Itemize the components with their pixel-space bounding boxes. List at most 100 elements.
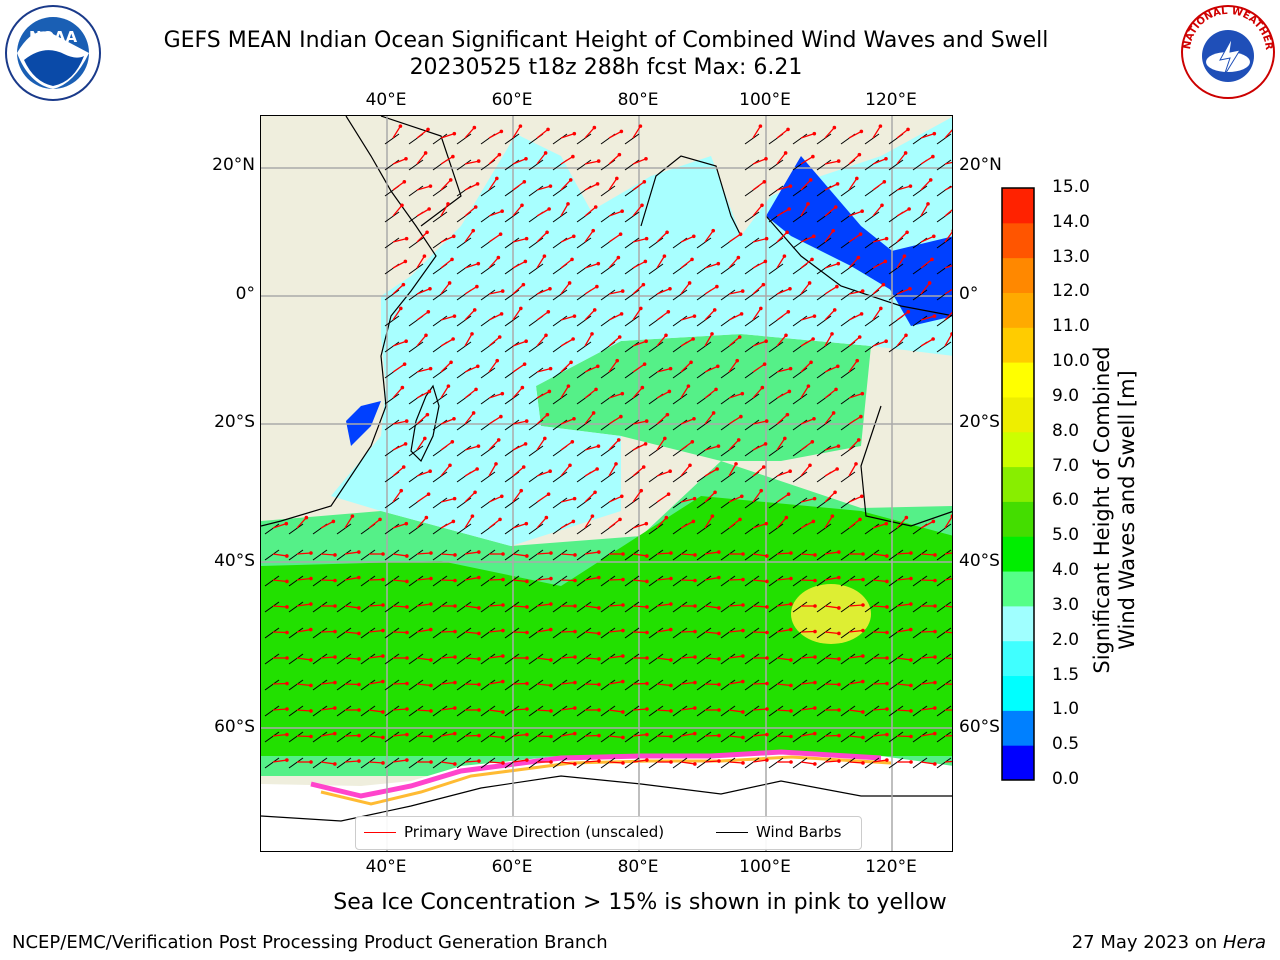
wind-barb: [720, 627, 736, 639]
wave-direction-arrow: [512, 260, 526, 269]
wind-barb: [888, 185, 904, 197]
wave-direction-arrow: [776, 603, 791, 607]
wave-arrow-head: [451, 154, 455, 159]
wave-arrow-head: [571, 519, 576, 524]
wave-peak-zone: [791, 584, 871, 644]
wind-barb: [576, 653, 592, 665]
wave-direction-arrow: [824, 657, 840, 660]
wind-barb: [384, 289, 400, 301]
wave-direction-arrow: [608, 629, 623, 633]
wave-arrow-head: [904, 515, 909, 520]
wind-barb: [576, 159, 592, 171]
bottom-lon-label: 100°E: [739, 857, 791, 877]
wave-arrow-head: [332, 731, 337, 736]
wind-barb: [600, 549, 616, 561]
wave-arrow-head: [909, 551, 913, 555]
wave-direction-arrow: [440, 385, 449, 399]
wave-direction-arrow: [608, 257, 619, 269]
wind-barb: [720, 653, 736, 665]
wave-arrow-head: [759, 488, 764, 493]
colorbar-tick-label: 13.0: [1052, 246, 1090, 267]
wave-arrow-head: [716, 444, 721, 448]
wave-arrow-head: [424, 515, 429, 520]
wave-direction-arrow: [608, 360, 618, 373]
wave-arrow-head: [667, 389, 672, 394]
wave-arrow-head: [525, 605, 529, 609]
wind-barb: [384, 757, 400, 769]
wave-arrow-head: [909, 760, 913, 764]
wave-direction-arrow: [752, 340, 767, 347]
wave-direction-arrow: [800, 235, 815, 243]
wave-arrow-head: [638, 124, 643, 128]
wave-arrow-head: [381, 603, 385, 607]
wave-arrow-head: [760, 203, 764, 208]
wave-direction-arrow: [608, 416, 622, 425]
wave-band-high: [261, 496, 952, 756]
wind-barb: [432, 133, 448, 145]
wave-direction-arrow: [896, 128, 909, 139]
wind-barb: [840, 731, 856, 743]
wave-arrow-head: [717, 550, 721, 554]
wind-barb: [672, 601, 688, 613]
wave-direction-arrow: [512, 340, 527, 347]
wave-arrow-head: [713, 490, 717, 495]
wave-arrow-head: [644, 339, 648, 344]
wave-arrow-head: [714, 387, 718, 392]
wave-arrow-head: [402, 179, 407, 184]
wave-direction-arrow: [752, 605, 768, 608]
wind-barb: [432, 315, 448, 327]
wave-arrow-head: [831, 228, 836, 233]
wave-arrow-head: [549, 709, 553, 713]
wave-arrow-head: [500, 209, 504, 214]
wave-arrow-head: [738, 232, 743, 236]
wave-arrow-head: [808, 463, 812, 468]
wave-direction-arrow: [536, 438, 546, 451]
wave-direction-arrow: [560, 441, 573, 451]
wave-direction-arrow: [320, 707, 335, 711]
wave-arrow-head: [715, 364, 720, 369]
wave-arrow-head: [451, 519, 456, 524]
wind-barb: [840, 367, 856, 379]
wave-arrow-head: [615, 176, 619, 181]
wave-direction-arrow: [752, 733, 767, 737]
wind-barb: [264, 601, 280, 613]
wave-direction-arrow: [560, 707, 575, 711]
wind-barb: [432, 601, 448, 613]
wave-arrow-head: [765, 758, 769, 762]
wave-direction-arrow: [512, 605, 528, 608]
wind-barb: [384, 211, 400, 223]
wave-arrow-head: [453, 706, 457, 710]
wave-arrow-head: [861, 628, 865, 633]
wind-barb: [576, 237, 592, 249]
wave-arrow-head: [549, 551, 553, 555]
wave-direction-arrow: [632, 466, 645, 477]
wave-arrow-head: [452, 131, 457, 136]
wave-direction-arrow: [704, 365, 719, 373]
wave-arrow-head: [450, 257, 454, 262]
wave-arrow-head: [477, 682, 481, 687]
wave-direction-arrow: [872, 181, 885, 191]
wave-arrow-head: [520, 385, 525, 390]
wave-arrow-head: [693, 553, 697, 557]
wind-barb: [648, 653, 664, 665]
wave-arrow-head: [496, 438, 501, 442]
wind-barb: [864, 237, 880, 249]
wave-arrow-head: [357, 708, 361, 712]
wind-barb: [792, 653, 808, 665]
wind-barb: [648, 549, 664, 561]
wave-direction-arrow: [704, 468, 718, 477]
wave-arrow-head: [381, 761, 385, 765]
wave-direction-arrow: [296, 657, 311, 661]
wave-arrow-head: [765, 707, 769, 711]
wave-direction-arrow: [752, 181, 765, 191]
wave-direction-arrow: [512, 490, 522, 503]
wave-arrow-head: [597, 733, 601, 738]
wave-direction-arrow: [656, 657, 671, 661]
wind-barb: [840, 289, 856, 301]
wave-arrow-head: [618, 517, 622, 522]
wind-barb: [432, 653, 448, 665]
wave-arrow-head: [620, 679, 625, 684]
wave-arrow-head: [861, 761, 865, 765]
wave-arrow-head: [642, 179, 647, 184]
wind-barb: [288, 601, 304, 613]
